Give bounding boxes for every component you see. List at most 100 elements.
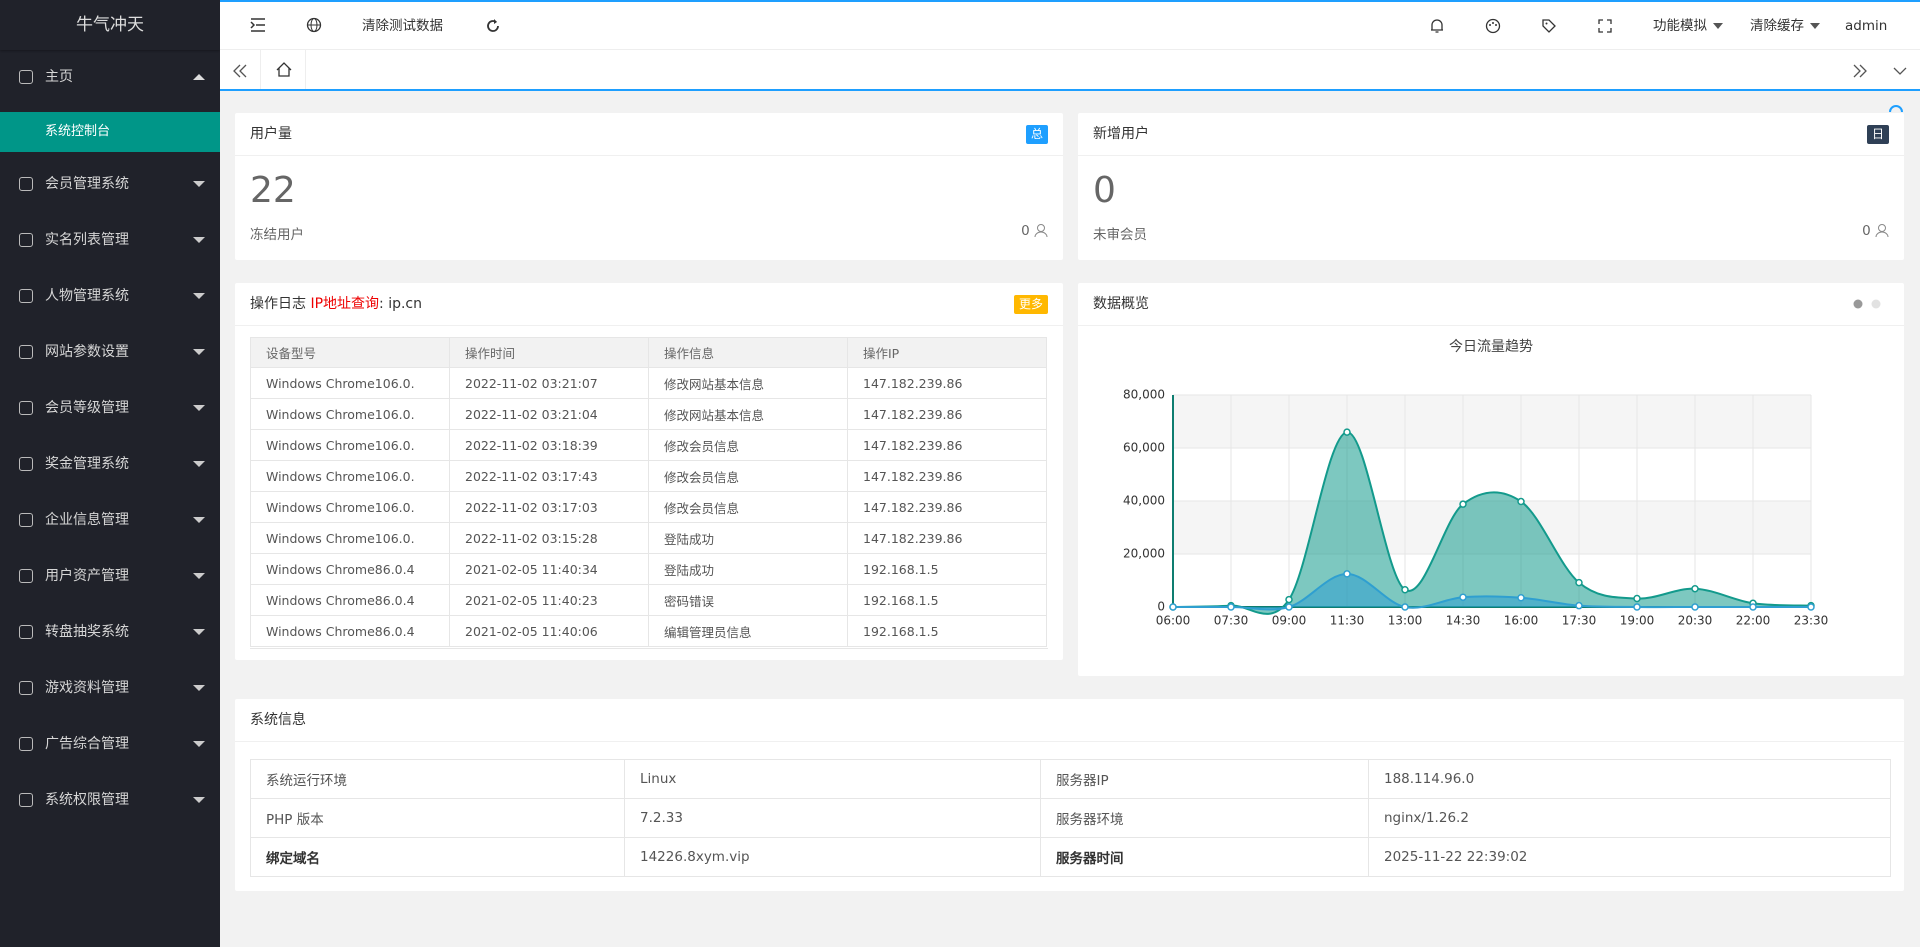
cell: 147.182.239.86: [847, 429, 1047, 461]
log-row: Windows Chrome106.0. 2022-11-02 03:17:43 修…: [250, 460, 1047, 492]
table-body: Windows Chrome106.0. 2022-11-02 03:21:07 修…: [250, 367, 1047, 647]
home-tab[interactable]: [260, 50, 306, 89]
active-submenu[interactable]: 系统控制台: [0, 112, 220, 152]
function-sim[interactable]: 功能模拟: [1653, 2, 1723, 50]
ip-query-link[interactable]: IP地址查询: [310, 296, 380, 312]
cell: Windows Chrome106.0.: [250, 367, 450, 399]
cell: 密码错误: [648, 584, 848, 616]
menu-label: 奖金管理系统: [45, 456, 129, 472]
point: [1517, 497, 1525, 506]
menu-item[interactable]: 系统权限管理: [0, 772, 220, 828]
x-tick-label: 17:30: [1562, 614, 1597, 628]
chart-card: 数据概览 今日流量趋势 0 20,000 40,000 60,000 80,000 06:…: [1078, 283, 1904, 676]
log-row: Windows Chrome106.0. 2022-11-02 03:21:04 修…: [250, 398, 1047, 430]
tab-next[interactable]: [1852, 63, 1868, 79]
cell: 2025-11-22 22:39:02: [1368, 837, 1891, 877]
icon: [19, 681, 33, 695]
menu-label: 转盘抽奖系统: [45, 624, 129, 640]
cell: Windows Chrome106.0.: [250, 460, 450, 492]
tab-prev[interactable]: [232, 63, 248, 79]
label: 清除缓存: [1750, 18, 1804, 34]
menu-item[interactable]: 用户资产管理: [0, 548, 220, 604]
menu-label: 网站参数设置: [45, 344, 129, 360]
icon-fold[interactable]: [250, 17, 266, 33]
menu-item[interactable]: 转盘抽奖系统: [0, 604, 220, 660]
icon-bell[interactable]: [1429, 18, 1445, 34]
clear-test-data[interactable]: 清除测试数据: [362, 18, 443, 34]
icon-fullscreen[interactable]: [1597, 18, 1613, 34]
clear-cache[interactable]: 清除缓存: [1750, 2, 1820, 50]
menu-label: 实名列表管理: [45, 232, 129, 248]
icon-theme[interactable]: [1485, 18, 1501, 34]
icon: [19, 737, 33, 751]
new-users-card: 新增用户 日 0 未审会员 0: [1078, 113, 1904, 260]
user-menu[interactable]: admin: [1845, 18, 1888, 34]
x-tick-label: 22:00: [1736, 614, 1771, 628]
caret: [193, 181, 205, 187]
point: [1575, 601, 1583, 610]
point: [1401, 586, 1409, 594]
ip-site: : ip.cn: [379, 296, 422, 312]
icon: [19, 233, 33, 247]
menu-item[interactable]: 企业信息管理: [0, 492, 220, 548]
menu-label: 会员等级管理: [45, 400, 129, 416]
sub-label: 冻结用户: [250, 227, 304, 243]
header-row: 设备型号 操作时间 操作信息 操作IP: [250, 337, 1047, 368]
menu-item[interactable]: 实名列表管理: [0, 212, 220, 268]
menu-item[interactable]: 人物管理系统: [0, 268, 220, 324]
logo: 牛气冲天: [0, 0, 220, 50]
caret: [193, 741, 205, 747]
cell: 147.182.239.86: [847, 460, 1047, 492]
log-card: 操作日志 IP地址查询: ip.cn 更多 设备型号 操作时间 操作信息 操作IP Wi…: [235, 283, 1063, 660]
point: [1691, 584, 1699, 593]
cell: 服务器环境: [1040, 798, 1369, 838]
big-number: 0: [1093, 170, 1116, 211]
icon-user: [1875, 224, 1889, 238]
icon-tag[interactable]: [1541, 18, 1557, 34]
cell: Windows Chrome106.0.: [250, 491, 450, 523]
cell: Windows Chrome106.0.: [250, 398, 450, 430]
sub-label: 未审会员: [1093, 227, 1147, 243]
cell: PHP 版本: [250, 798, 625, 838]
menu-item[interactable]: 游戏资料管理: [0, 660, 220, 716]
point: [1575, 578, 1583, 587]
menu-home[interactable]: 主页: [0, 49, 220, 105]
icon: [19, 569, 33, 583]
icon-globe[interactable]: [306, 17, 322, 33]
log-table-wrap: 设备型号 操作时间 操作信息 操作IP Windows Chrome106.0. 2022…: [250, 337, 1048, 649]
menu-item[interactable]: 奖金管理系统: [0, 436, 220, 492]
menu-item[interactable]: 广告综合管理: [0, 716, 220, 772]
cell: 绑定域名: [250, 837, 625, 877]
menu-item[interactable]: 会员管理系统: [0, 156, 220, 212]
grid-band: [1173, 395, 1811, 448]
menu-item[interactable]: 会员等级管理: [0, 380, 220, 436]
more-button[interactable]: 更多: [1013, 295, 1048, 314]
carousel-dots[interactable]: [1852, 298, 1888, 310]
menu-item[interactable]: 网站参数设置: [0, 324, 220, 380]
icon: [19, 401, 33, 415]
cell: 修改会员信息: [648, 460, 848, 492]
point: [1633, 594, 1641, 603]
log-row: Windows Chrome106.0. 2022-11-02 03:15:28 登…: [250, 522, 1047, 554]
cell: Windows Chrome86.0.4: [250, 553, 450, 585]
cell: 188.114.96.0: [1368, 759, 1891, 799]
caret: [193, 405, 205, 411]
cell: 系统运行环境: [250, 759, 625, 799]
x-tick-label: 16:00: [1504, 614, 1539, 628]
x-tick-label: 23:30: [1794, 614, 1829, 628]
label: 功能模拟: [1653, 18, 1707, 34]
card-title: 用户量: [235, 113, 1063, 156]
menu-label: 用户资产管理: [45, 568, 129, 584]
area: [1173, 432, 1811, 614]
cell: Linux: [624, 759, 1041, 799]
point: [1459, 500, 1467, 508]
icon-refresh[interactable]: [485, 18, 501, 34]
caret: [193, 349, 205, 355]
cell: 2021-02-05 11:40:23: [449, 584, 649, 616]
x-tick-label: 13:00: [1388, 614, 1423, 628]
title: 操作日志: [250, 296, 306, 312]
caret: [193, 293, 205, 299]
tab-menu[interactable]: [1892, 63, 1908, 79]
cell: 147.182.239.86: [847, 491, 1047, 523]
